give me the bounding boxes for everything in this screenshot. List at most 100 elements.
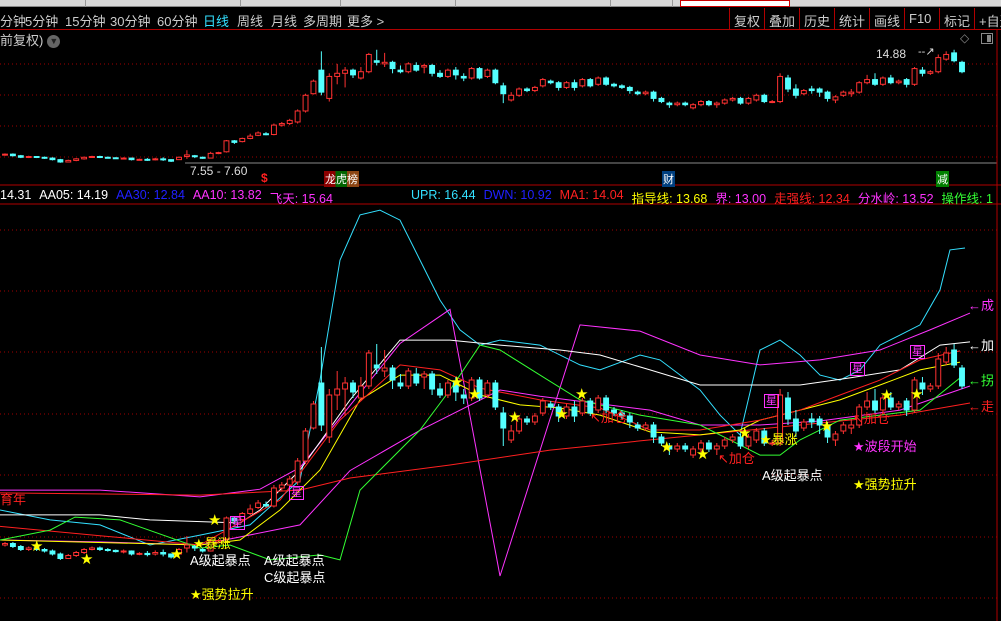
price-candle[interactable] <box>231 140 238 143</box>
price-candle[interactable] <box>642 91 649 95</box>
price-candle[interactable] <box>555 82 562 88</box>
price-candle[interactable] <box>57 159 64 163</box>
price-candle[interactable] <box>452 69 459 76</box>
price-candle[interactable] <box>539 79 546 87</box>
indicator-candle[interactable] <box>136 552 143 555</box>
indicator-candle[interactable] <box>848 424 855 429</box>
price-candle[interactable] <box>152 158 159 161</box>
price-candle[interactable] <box>207 152 214 159</box>
toolbar-button-2[interactable]: 历史 <box>799 8 834 30</box>
price-candle[interactable] <box>579 79 586 87</box>
toolbar-button-6[interactable]: 标记 <box>939 8 974 30</box>
indicator-candle[interactable] <box>777 394 784 444</box>
indicator-candle[interactable] <box>579 400 586 414</box>
indicator-candle[interactable] <box>682 445 689 450</box>
price-candle[interactable] <box>500 85 507 95</box>
price-candle[interactable] <box>484 69 491 77</box>
indicator-candle[interactable] <box>769 442 776 445</box>
indicator-candle[interactable] <box>729 436 736 441</box>
price-candle[interactable] <box>887 77 894 84</box>
price-candle[interactable] <box>468 68 475 79</box>
indicator-candle[interactable] <box>81 549 88 553</box>
period-tab-3[interactable]: 30分钟 <box>110 14 151 29</box>
price-candle[interactable] <box>444 69 451 77</box>
indicator-candle[interactable] <box>832 433 839 441</box>
indicator-candle[interactable] <box>705 442 712 450</box>
indicator-candle[interactable] <box>872 400 878 411</box>
indicator-candle[interactable] <box>294 460 301 483</box>
indicator-candle[interactable] <box>666 445 673 450</box>
indicator-candle[interactable] <box>895 403 902 408</box>
price-candle[interactable] <box>531 86 538 92</box>
price-candle[interactable] <box>191 155 198 158</box>
price-candle[interactable] <box>2 153 8 156</box>
indicator-candle[interactable] <box>737 436 744 447</box>
price-candle[interactable] <box>270 124 277 136</box>
indicator-candle[interactable] <box>413 373 420 384</box>
price-candle[interactable] <box>563 82 570 88</box>
price-candle[interactable] <box>405 63 412 73</box>
indicator-candle[interactable] <box>618 412 625 417</box>
indicator-candle[interactable] <box>255 502 262 508</box>
price-candle[interactable] <box>421 64 428 68</box>
indicator-candle[interactable] <box>350 382 356 393</box>
indicator-candle[interactable] <box>191 546 198 549</box>
toolbar-button-5[interactable]: F10 <box>904 8 939 30</box>
indicator-candle[interactable] <box>421 373 428 378</box>
price-candle[interactable] <box>247 135 254 139</box>
price-candle[interactable] <box>437 72 443 77</box>
indicator-candle[interactable] <box>452 382 459 393</box>
indicator-candle[interactable] <box>690 448 697 456</box>
price-candle[interactable] <box>183 154 190 158</box>
indicator-candle[interactable] <box>65 555 72 559</box>
toolbar-button-4[interactable]: 画线 <box>869 8 904 30</box>
price-candle[interactable] <box>690 104 697 109</box>
price-candle[interactable] <box>508 94 515 101</box>
indicator-candle[interactable] <box>824 424 831 438</box>
dragon-tiger-list-marker[interactable]: 龙虎榜 <box>324 171 359 187</box>
price-candle[interactable] <box>737 97 744 104</box>
indicator-candle[interactable] <box>286 478 293 486</box>
price-candle[interactable] <box>104 156 111 159</box>
price-candle[interactable] <box>800 90 807 95</box>
price-candle[interactable] <box>278 123 285 126</box>
period-tab-5[interactable]: 日线 <box>203 14 230 29</box>
indicator-candle[interactable] <box>484 382 491 396</box>
indicator-candle[interactable] <box>864 400 871 408</box>
price-candle[interactable] <box>81 156 88 160</box>
indicator-candle[interactable] <box>33 547 40 550</box>
indicator-candle[interactable] <box>785 397 791 420</box>
toolbar-button-0[interactable]: 复权 <box>729 8 764 30</box>
price-candle[interactable] <box>935 57 942 73</box>
price-candle[interactable] <box>373 60 380 63</box>
indicator-candle[interactable] <box>104 549 111 551</box>
indicator-candle[interactable] <box>603 397 610 411</box>
price-candle[interactable] <box>603 77 610 85</box>
price-candle[interactable] <box>951 52 958 62</box>
indicator-candle[interactable] <box>160 552 167 555</box>
price-candle[interactable] <box>25 156 32 159</box>
indicator-candle[interactable] <box>365 352 372 387</box>
price-candle[interactable] <box>729 97 736 101</box>
price-candle[interactable] <box>120 157 127 160</box>
indicator-candle[interactable] <box>508 430 515 441</box>
price-candle[interactable] <box>160 158 167 161</box>
indicator-candle[interactable] <box>808 418 815 423</box>
finance-marker[interactable]: 财 <box>662 171 675 187</box>
indicator-candle[interactable] <box>176 549 182 555</box>
price-candle[interactable] <box>761 94 768 103</box>
price-candle[interactable] <box>350 69 356 76</box>
indicator-candle[interactable] <box>112 549 119 553</box>
price-candle[interactable] <box>824 91 831 99</box>
price-candle[interactable] <box>460 75 467 79</box>
price-candle[interactable] <box>911 68 918 85</box>
indicator-candle[interactable] <box>761 430 768 444</box>
indicator-candle[interactable] <box>571 406 578 417</box>
indicator-candle[interactable] <box>49 550 56 555</box>
price-candle[interactable] <box>73 158 80 161</box>
period-tab-2[interactable]: 15分钟 <box>65 14 106 29</box>
price-candle[interactable] <box>666 102 673 106</box>
price-candle[interactable] <box>326 75 333 99</box>
indicator-candle[interactable] <box>674 445 681 450</box>
price-candle[interactable] <box>903 79 910 85</box>
